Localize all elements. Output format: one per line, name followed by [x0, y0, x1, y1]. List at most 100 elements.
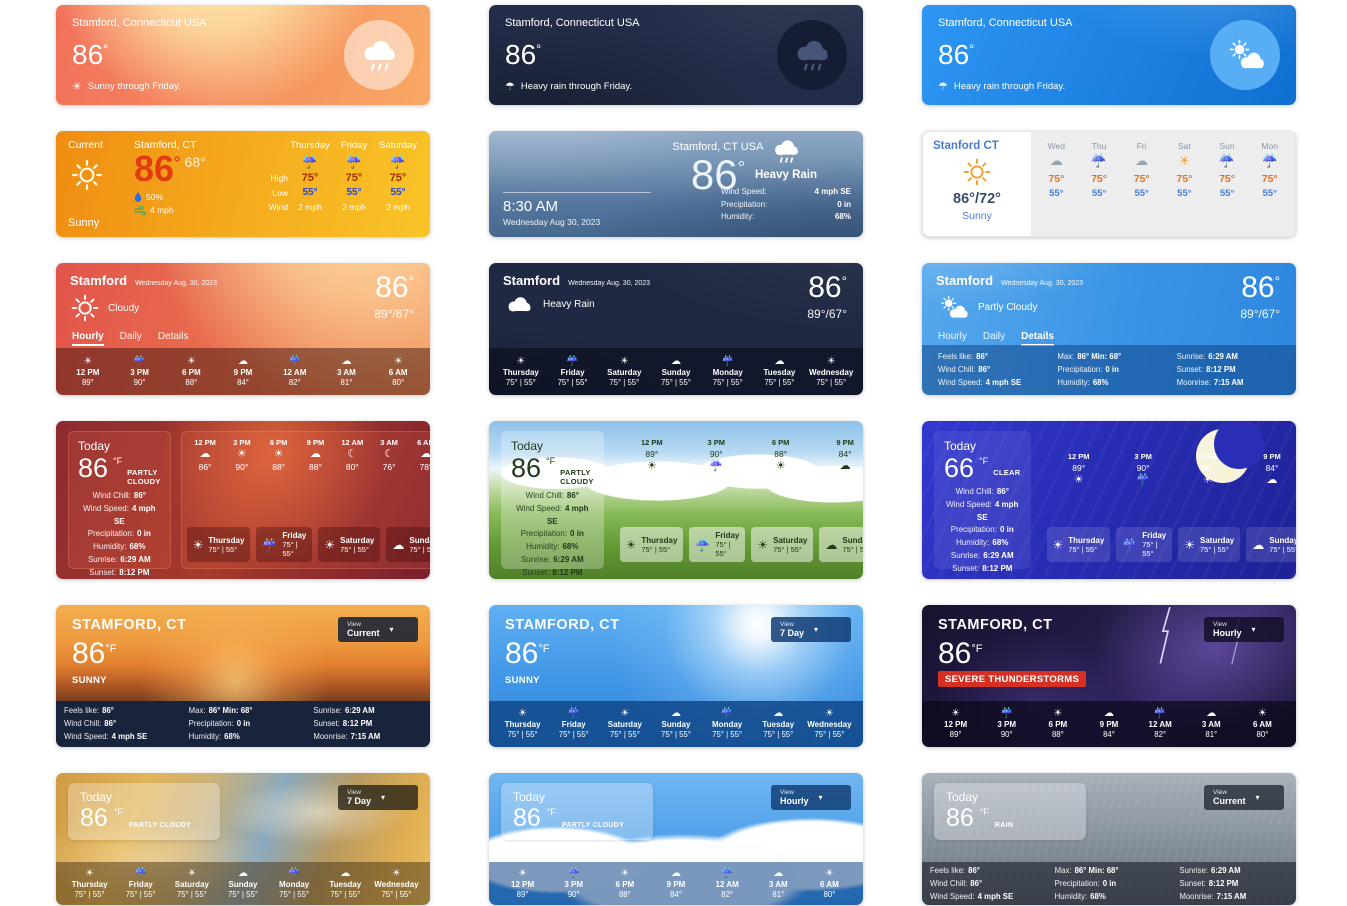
hour-temp: 80°: [1256, 730, 1269, 739]
weather-icon: ☁: [1049, 153, 1063, 168]
detail-item: Humidity: 68%: [1057, 377, 1160, 389]
view-value: Hourly: [780, 796, 809, 806]
day-range: 75° | 55°: [764, 377, 795, 387]
hi-lo-range: 89°/67°: [807, 307, 847, 321]
day-label: Friday: [128, 879, 153, 889]
day-range: 75° | 55°: [1269, 544, 1296, 554]
weather-icon: ☔: [288, 355, 301, 367]
view-dropdown[interactable]: View Current ▾: [1204, 785, 1284, 810]
day-label: Sun: [1219, 141, 1235, 151]
day-range: 75° | 55°: [125, 889, 156, 899]
low-temp: 55°: [390, 187, 406, 198]
view-dropdown[interactable]: View Hourly ▾: [771, 785, 851, 810]
weather-icon: ☀: [619, 355, 629, 367]
weather-icon: ☔: [695, 537, 711, 552]
details-list: Wind Chill: 86° Wind Speed: 4 mph SE Precipi…: [944, 486, 1021, 576]
detail-key: Precipitation:: [188, 719, 234, 728]
tab-details[interactable]: Details: [1021, 331, 1054, 346]
hour-label: 9 PM: [233, 367, 253, 377]
date-text: Wednesday Aug. 30, 2023: [135, 280, 218, 287]
daily-text: Thursday 75° | 55°: [1068, 536, 1104, 554]
view-dropdown[interactable]: View 7 Day ▾: [338, 785, 418, 810]
detail-item: Wind Speed: 4 mph SE: [930, 891, 1039, 903]
detail-key: Moonrise:: [1179, 891, 1214, 901]
chevron-down-icon: ▾: [1255, 793, 1260, 802]
condition-text: PARTLY CLOUDY: [561, 822, 625, 829]
condition-row: ☂ Heavy rain through Friday.: [505, 80, 753, 93]
day-label: Thursday: [502, 367, 539, 377]
forecast-day-column: Wed ☁ 75° 55°: [1035, 141, 1078, 227]
day-label: Sunday: [228, 879, 258, 889]
hour-label: 3 PM: [130, 367, 149, 377]
weather-icon: ☁: [825, 537, 838, 552]
current-temp: 86°F: [938, 637, 983, 671]
daily-cell: ☔ Friday 75° | 55°: [689, 527, 746, 562]
weather-badge: [777, 20, 847, 90]
detail-value: 0 in: [570, 529, 584, 539]
hourly-cell: ☀ 12 PM 89°: [930, 704, 981, 744]
view-dropdown[interactable]: View Current ▾: [338, 617, 418, 642]
detail-value: 86° Min: 68°: [1077, 352, 1122, 361]
temp-value: 86: [505, 38, 537, 70]
hour-label: 6 PM: [181, 367, 201, 377]
tab-hourly[interactable]: Hourly: [72, 331, 104, 346]
weather-icon: ☾: [384, 448, 395, 460]
detail-key: Feels like:: [64, 706, 100, 715]
hour-label: 6 PM: [1198, 452, 1217, 461]
hourly-cell: 3 PM 90° ☔: [1111, 452, 1175, 486]
hourly-cell: ☔ 3 PM 90°: [548, 865, 599, 902]
day-label: Sat: [1177, 141, 1191, 151]
detail-value: 6:29 AM: [1208, 352, 1238, 361]
weather-icon: ☁: [1206, 708, 1217, 719]
day-label: Sunday: [842, 535, 863, 545]
view-dropdown[interactable]: View 7 Day ▾: [771, 617, 851, 642]
detail-item: Sunset: 8:12 PM: [313, 718, 422, 730]
hour-temp: 88°: [774, 449, 788, 459]
city-title: STAMFORD, CT: [505, 617, 620, 633]
weather-icon: ☀: [85, 867, 95, 879]
daily-cell: ☁ Tuesday 75° | 55°: [753, 704, 804, 744]
detail-item: Humidity: 68%: [944, 537, 1021, 550]
weather-icon: ☔: [567, 708, 580, 719]
stat-value: 68%: [834, 212, 851, 221]
weather-icon: ☁: [1135, 153, 1149, 168]
detail-item: Wind Speed: 4 mph SE: [944, 499, 1021, 525]
day-label: Sunday: [1269, 535, 1296, 545]
detail-key: Wind Speed:: [64, 732, 109, 741]
detail-key: Sunrise:: [87, 554, 118, 564]
tab-hourly[interactable]: Hourly: [938, 331, 967, 342]
hour-label: 9 PM: [306, 438, 325, 447]
hourly-cell: ☔ 3 PM 90°: [114, 352, 166, 391]
tab-daily[interactable]: Daily: [119, 331, 142, 342]
detail-key: Sunrise:: [313, 706, 342, 715]
day-range: 75° | 55°: [715, 540, 731, 558]
view-label: View: [780, 789, 794, 796]
today-card: Today 86 °F RAIN: [934, 783, 1086, 840]
low-temp: 55°: [1219, 188, 1235, 199]
weather-icon: ☁: [670, 867, 681, 879]
hourly-cell: ☀ 6 AM 80°: [804, 865, 855, 902]
daily-cell: ☀ Saturday 75° | 55°: [318, 527, 381, 562]
hourly-cell: 12 PM 89° ☀: [620, 438, 684, 472]
tab-details[interactable]: Details: [157, 331, 189, 342]
widget-light-forecast: Stanford CT 86°/72° Sunny Wed ☁ 75° 55° …: [922, 131, 1296, 237]
temp-row: 86 °F PARTLY CLOUDY: [78, 455, 161, 487]
rain-cloud-icon: [364, 40, 395, 71]
widget-photo-rain-details: Today 86 °F RAIN View Current ▾ Feels lik…: [922, 773, 1296, 905]
widget-banner-sunny: Stamford, Connecticut USA 86° ☀ Sunny th…: [56, 5, 430, 105]
weather-icon: ☀: [1073, 474, 1084, 486]
detail-key: Wind Speed:: [930, 891, 975, 901]
hour-temp: 86°: [198, 462, 212, 472]
hourly-cell: ☁ 3 AM 81°: [321, 352, 373, 391]
low-temp: 68°: [184, 154, 206, 170]
day-label: Friday: [1142, 531, 1167, 540]
temp-unit: °F: [979, 807, 989, 817]
chevron-down-icon: ▾: [818, 793, 823, 802]
detail-key: Humidity:: [1057, 378, 1090, 387]
tab-daily[interactable]: Daily: [982, 331, 1006, 342]
day-range: 75° | 55°: [340, 544, 369, 554]
condition-text: Heavy Rain: [543, 298, 595, 310]
daily-strip: ☀ Thursday 75° | 55° ☔ Friday 75° | 55° …: [489, 348, 863, 395]
view-dropdown[interactable]: View Hourly ▾: [1204, 617, 1284, 642]
